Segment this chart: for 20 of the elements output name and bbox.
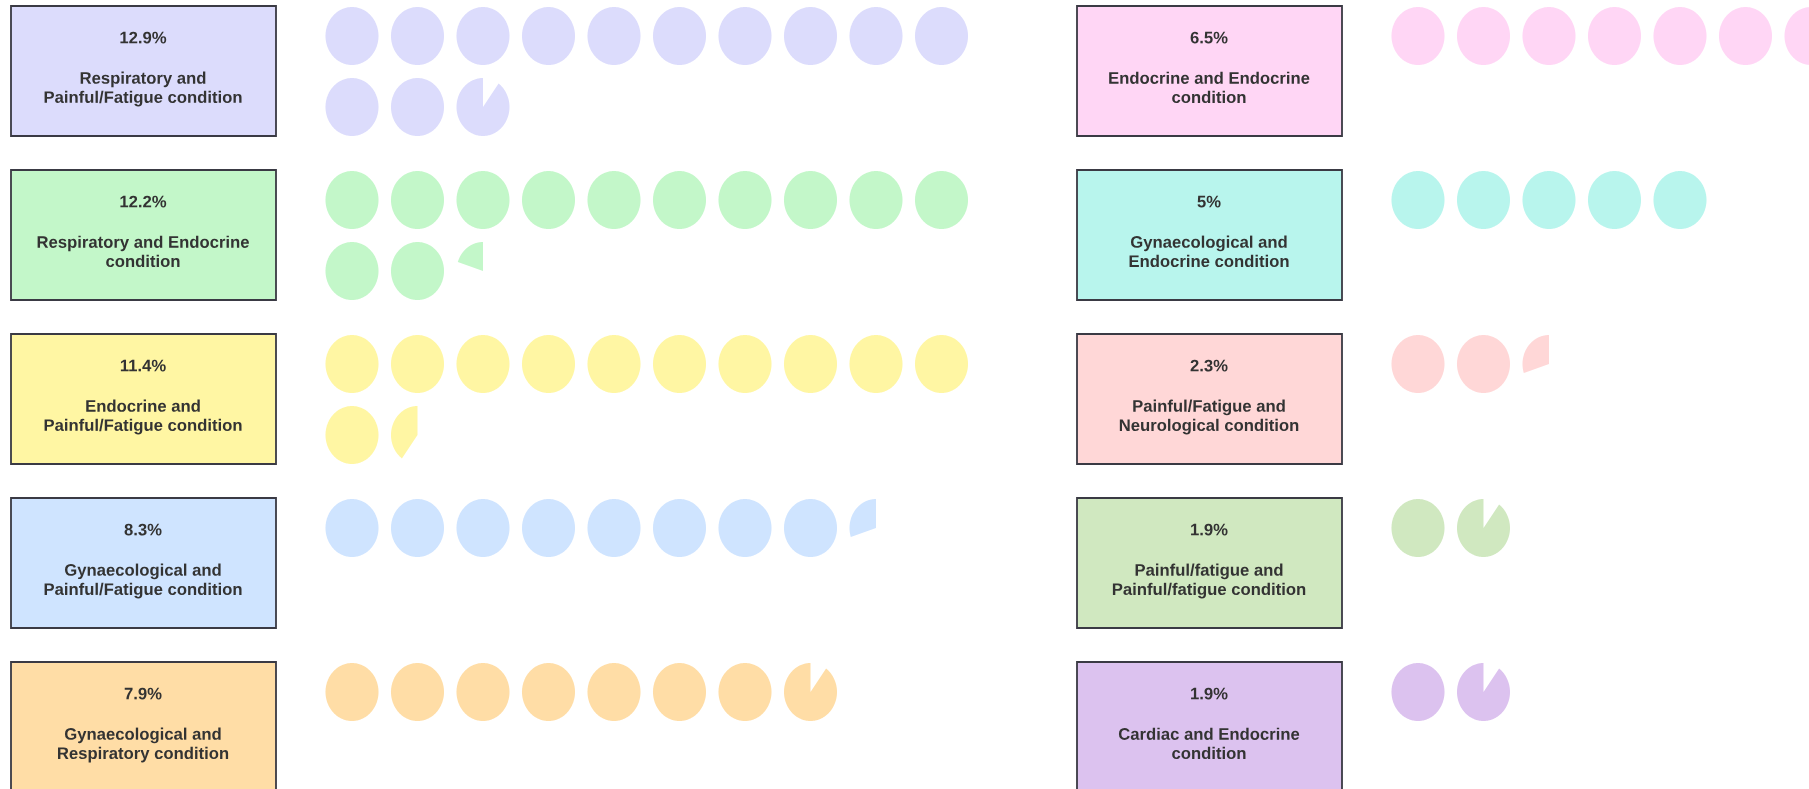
data-label: 6.5% bbox=[1190, 31, 1228, 44]
data-label: 1.9% bbox=[1191, 687, 1228, 700]
category-label: Gynaecological and Painful/Fatigue condition bbox=[44, 563, 242, 599]
category-label: Cardiac and Endocrine condition bbox=[1118, 727, 1300, 760]
data-label: 11.4% bbox=[120, 359, 166, 372]
data-label: 8.3% bbox=[124, 523, 162, 536]
category-label: Endocrine and Painful/Fatigue condition bbox=[44, 399, 242, 435]
category-label: Respiratory and Endocrine condition bbox=[37, 235, 249, 268]
data-label: 12.9% bbox=[120, 31, 167, 44]
category-label: Gynaecological and Respiratory condition bbox=[58, 727, 229, 763]
category-label: Painful/fatigue and Painful/fatigue condition bbox=[1112, 563, 1306, 599]
category-label: Gynaecological and Endocrine condition bbox=[1129, 235, 1289, 268]
data-label: 1.9% bbox=[1191, 523, 1228, 536]
category-label: Endocrine and Endocrine condition bbox=[1109, 71, 1310, 104]
category-label: Respiratory and Painful/Fatigue condition bbox=[44, 71, 242, 107]
category-label: Painful/Fatigue and Neurological condition bbox=[1119, 399, 1299, 435]
data-label: 5% bbox=[1197, 195, 1221, 208]
data-label: 7.9% bbox=[124, 687, 162, 700]
data-label: 2.3% bbox=[1190, 359, 1228, 372]
data-label: 12.2% bbox=[120, 195, 167, 208]
